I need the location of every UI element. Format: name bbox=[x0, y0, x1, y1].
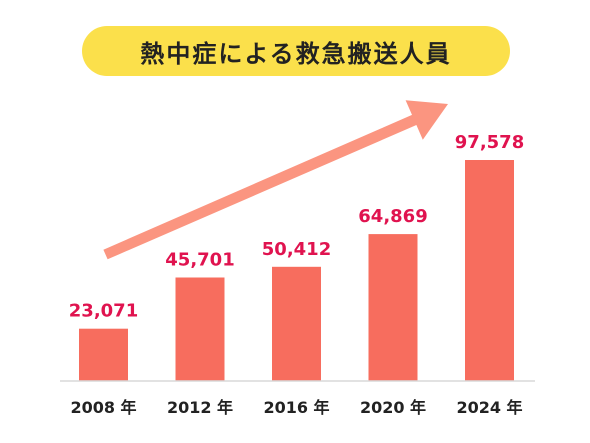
bars-layer bbox=[79, 160, 514, 381]
value-labels-layer: 23,071 45,701 50,412 64,869 97,578 bbox=[69, 132, 524, 322]
x-tick-label-3: 2020 年 bbox=[360, 398, 426, 417]
x-tick-labels-layer: 2008 年 2012 年 2016 年 2020 年 2024 年 bbox=[70, 398, 522, 417]
bar-value-label-1: 45,701 bbox=[165, 250, 234, 271]
bar-0 bbox=[79, 328, 128, 381]
title-pill: 熱中症による救急搬送人員 bbox=[82, 26, 510, 76]
bar-1 bbox=[175, 277, 225, 381]
x-tick-label-4: 2024 年 bbox=[456, 398, 522, 417]
x-tick-label-1: 2012 年 bbox=[167, 398, 233, 417]
chart-title: 熱中症による救急搬送人員 bbox=[140, 39, 452, 68]
bar-value-label-4: 97,578 bbox=[455, 132, 524, 153]
bar-2 bbox=[272, 266, 321, 381]
x-tick-label-2: 2016 年 bbox=[263, 398, 329, 417]
bar-value-label-3: 64,869 bbox=[358, 206, 427, 227]
bar-3 bbox=[368, 234, 418, 381]
bar-value-label-2: 50,412 bbox=[262, 239, 331, 260]
bar-4 bbox=[465, 160, 514, 381]
trend-arrow bbox=[103, 100, 449, 260]
x-tick-label-0: 2008 年 bbox=[70, 398, 136, 417]
bar-value-label-0: 23,071 bbox=[69, 301, 138, 322]
